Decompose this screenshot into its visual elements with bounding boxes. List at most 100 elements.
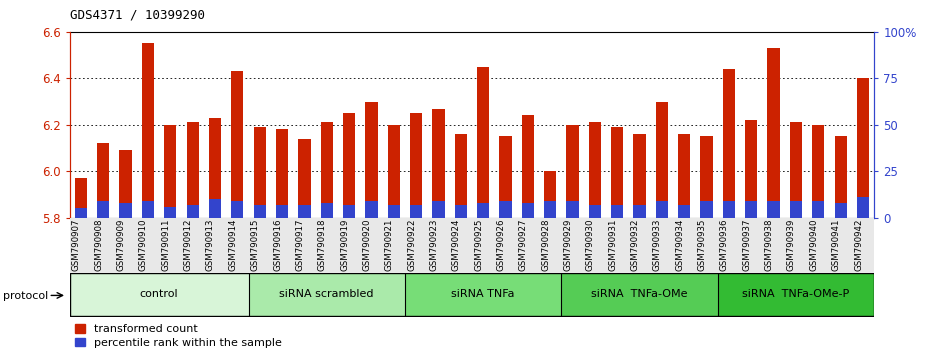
Bar <box>97 201 110 218</box>
Bar <box>232 201 244 218</box>
Bar <box>299 139 311 218</box>
Text: GSM790910: GSM790910 <box>139 219 148 271</box>
Bar <box>633 205 645 218</box>
Bar <box>544 171 556 218</box>
Bar <box>700 201 712 218</box>
Bar <box>589 205 601 218</box>
Bar <box>410 113 422 218</box>
Text: GSM790942: GSM790942 <box>854 219 863 271</box>
Bar <box>723 69 735 218</box>
Text: GSM790914: GSM790914 <box>229 219 237 271</box>
Text: GSM790941: GSM790941 <box>831 219 841 271</box>
Bar <box>165 207 177 218</box>
Text: GSM790919: GSM790919 <box>340 219 349 271</box>
Bar <box>499 136 512 218</box>
Bar <box>343 113 355 218</box>
Text: GSM790936: GSM790936 <box>720 219 729 271</box>
Bar <box>611 205 623 218</box>
Text: GSM790923: GSM790923 <box>430 219 438 271</box>
Bar <box>165 125 177 218</box>
Bar <box>589 122 601 218</box>
Text: GSM790933: GSM790933 <box>653 219 662 271</box>
Legend: transformed count, percentile rank within the sample: transformed count, percentile rank withi… <box>75 324 282 348</box>
Text: GSM790913: GSM790913 <box>206 219 215 271</box>
Bar <box>767 201 779 218</box>
Bar <box>812 201 825 218</box>
Bar <box>70 274 248 316</box>
Bar <box>857 78 870 218</box>
Bar <box>611 127 623 218</box>
Bar <box>455 205 467 218</box>
Bar <box>248 274 405 316</box>
Text: siRNA  TNFa-OMe-P: siRNA TNFa-OMe-P <box>742 289 850 299</box>
Bar <box>678 134 690 218</box>
Text: GSM790931: GSM790931 <box>608 219 618 271</box>
Bar <box>499 201 512 218</box>
Text: control: control <box>140 289 179 299</box>
Text: GDS4371 / 10399290: GDS4371 / 10399290 <box>70 9 205 22</box>
Bar <box>187 122 199 218</box>
Bar <box>790 122 803 218</box>
Text: GSM790915: GSM790915 <box>251 219 259 271</box>
Bar <box>544 201 556 218</box>
Text: siRNA scrambled: siRNA scrambled <box>280 289 374 299</box>
Bar <box>343 205 355 218</box>
Bar <box>432 201 445 218</box>
Bar <box>700 136 712 218</box>
Bar <box>388 125 400 218</box>
Bar <box>410 205 422 218</box>
Text: GSM790929: GSM790929 <box>564 219 573 271</box>
Bar <box>678 205 690 218</box>
Text: GSM790917: GSM790917 <box>296 219 304 271</box>
Text: GSM790937: GSM790937 <box>742 219 751 271</box>
Bar <box>656 201 668 218</box>
Bar <box>119 203 132 218</box>
Bar <box>566 125 578 218</box>
Bar <box>745 120 757 218</box>
Text: GSM790940: GSM790940 <box>809 219 818 271</box>
Bar <box>432 109 445 218</box>
Text: GSM790909: GSM790909 <box>116 219 126 271</box>
Bar <box>276 205 288 218</box>
Bar <box>633 134 645 218</box>
Bar <box>74 209 87 218</box>
Bar <box>723 201 735 218</box>
Text: GSM790920: GSM790920 <box>363 219 371 271</box>
Text: GSM790924: GSM790924 <box>452 219 460 271</box>
Bar <box>321 122 333 218</box>
Text: GSM790932: GSM790932 <box>631 219 640 271</box>
Bar <box>812 125 825 218</box>
Bar <box>455 134 467 218</box>
Text: GSM790938: GSM790938 <box>764 219 774 271</box>
Bar <box>562 274 718 316</box>
Text: GSM790912: GSM790912 <box>183 219 193 271</box>
Bar <box>141 44 154 218</box>
Bar <box>834 136 847 218</box>
Bar <box>656 102 668 218</box>
Bar <box>834 203 847 218</box>
Text: GSM790930: GSM790930 <box>586 219 595 271</box>
Bar <box>254 127 266 218</box>
Bar <box>321 203 333 218</box>
Text: GSM790935: GSM790935 <box>698 219 707 271</box>
Bar <box>119 150 132 218</box>
Bar <box>141 201 154 218</box>
Text: GSM790918: GSM790918 <box>318 219 326 271</box>
Bar <box>857 197 870 218</box>
Bar <box>97 143 110 218</box>
Bar <box>365 102 378 218</box>
Bar <box>74 178 87 218</box>
Bar <box>276 130 288 218</box>
Bar <box>388 205 400 218</box>
Text: GSM790939: GSM790939 <box>787 219 796 271</box>
Text: GSM790921: GSM790921 <box>385 219 393 271</box>
Text: GSM790908: GSM790908 <box>94 219 103 271</box>
Bar <box>299 205 311 218</box>
Bar <box>209 199 221 218</box>
Text: GSM790925: GSM790925 <box>474 219 484 271</box>
Text: GSM790911: GSM790911 <box>161 219 170 271</box>
Text: GSM790922: GSM790922 <box>407 219 416 271</box>
Bar <box>790 201 803 218</box>
Text: GSM790927: GSM790927 <box>519 219 528 271</box>
Text: siRNA  TNFa-OMe: siRNA TNFa-OMe <box>591 289 688 299</box>
